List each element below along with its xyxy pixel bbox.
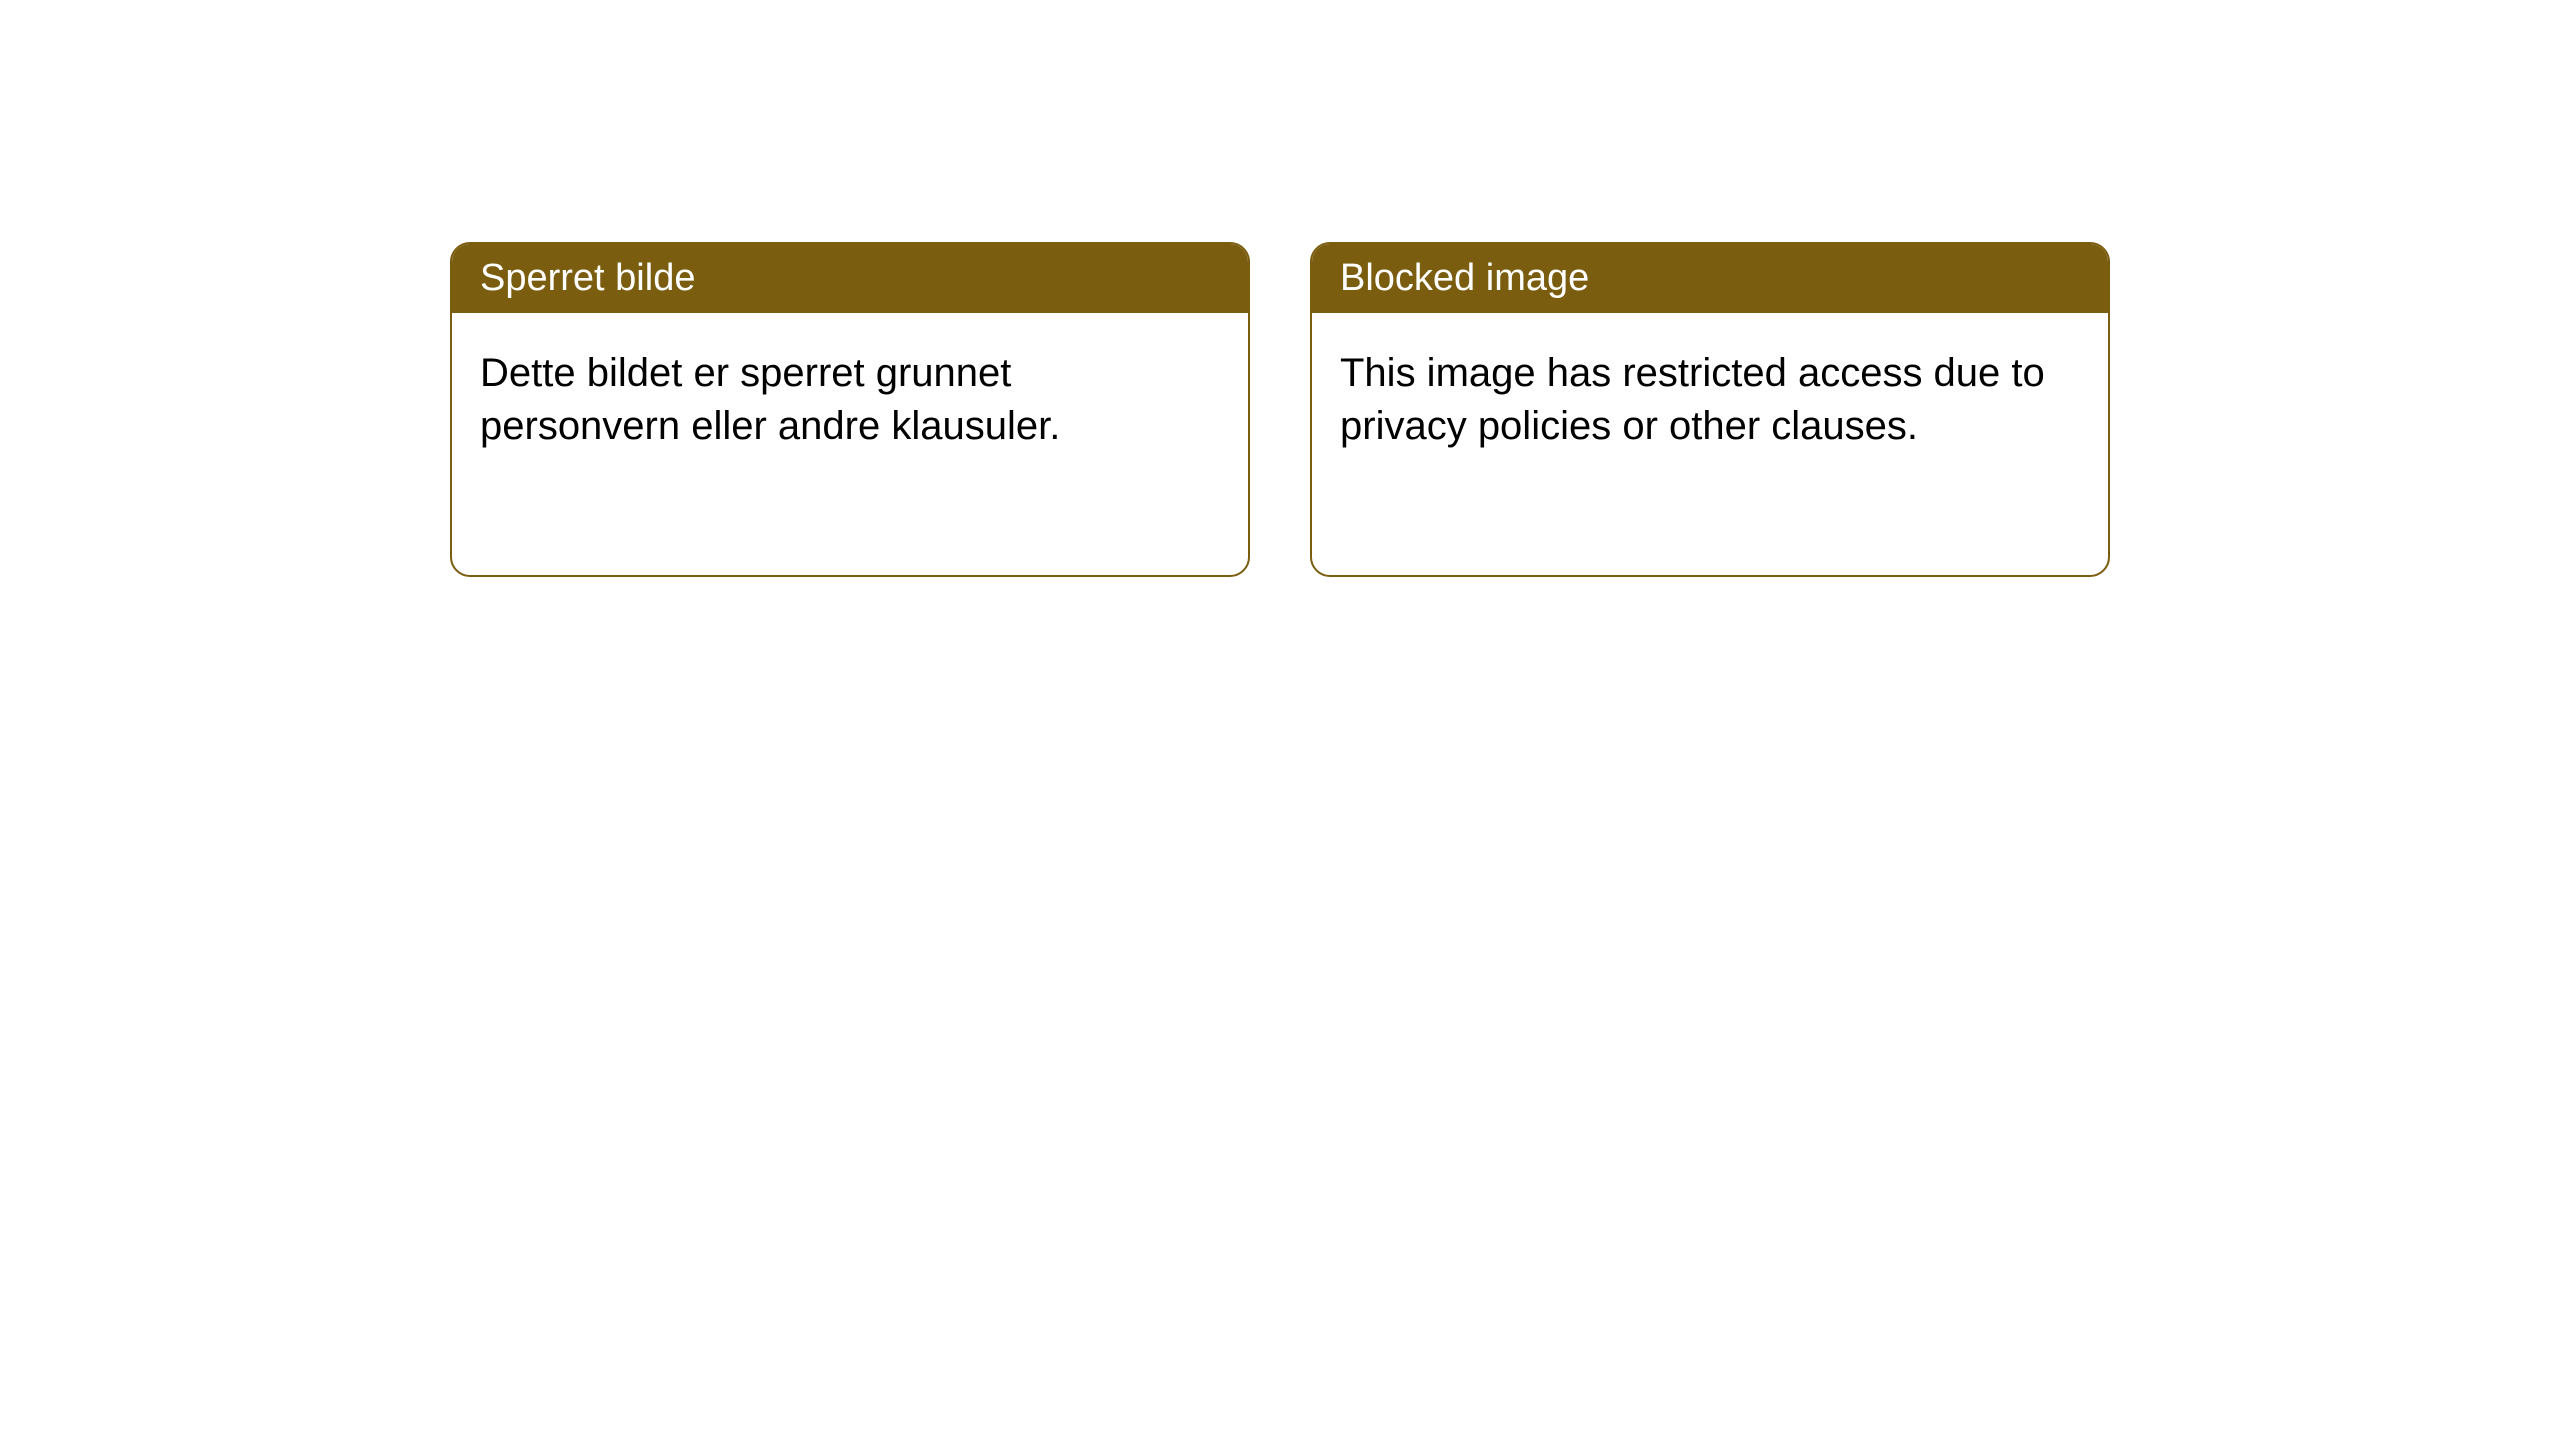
notice-box-english: Blocked image This image has restricted … bbox=[1310, 242, 2110, 577]
notice-header-norwegian: Sperret bilde bbox=[452, 244, 1248, 313]
notice-box-norwegian: Sperret bilde Dette bildet er sperret gr… bbox=[450, 242, 1250, 577]
notice-body-english: This image has restricted access due to … bbox=[1312, 313, 2108, 487]
notice-container: Sperret bilde Dette bildet er sperret gr… bbox=[450, 242, 2110, 577]
notice-header-english: Blocked image bbox=[1312, 244, 2108, 313]
notice-body-norwegian: Dette bildet er sperret grunnet personve… bbox=[452, 313, 1248, 487]
